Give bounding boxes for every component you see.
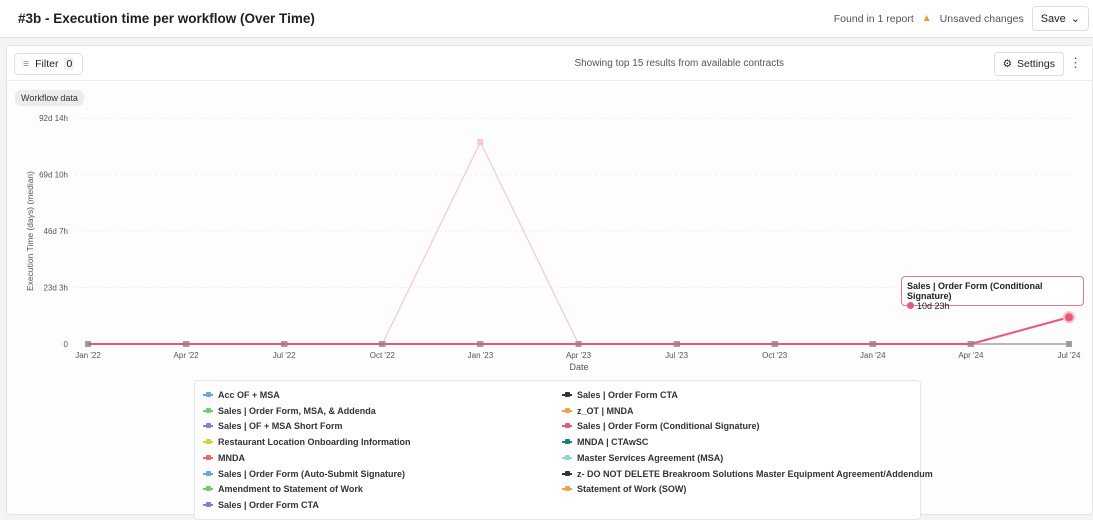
header: #3b - Execution time per workflow (Over … <box>0 0 1093 38</box>
chart-legend: Acc OF + MSA Sales | Order Form, MSA, & A… <box>194 380 933 520</box>
legend-label: Amendment to Statement of Work <box>218 484 363 495</box>
legend-item[interactable]: Amendment to Statement of Work <box>203 484 363 494</box>
data-point <box>1066 341 1072 347</box>
legend-label: MNDA <box>218 452 245 463</box>
legend-label: z_OT | MNDA <box>577 405 634 416</box>
toolbar: ≡ Filter 0 Showing top 15 results from ava… <box>7 46 1092 81</box>
legend-label: Sales | Order Form, MSA, & Addenda <box>218 405 376 416</box>
x-tick-label: Oct '22 <box>370 351 396 360</box>
legend-item[interactable]: Sales | Order Form (Conditional Signatur… <box>562 421 760 431</box>
x-tick-label: Jan '22 <box>75 351 101 360</box>
legend-marker-icon <box>562 439 572 445</box>
legend-item[interactable]: Statement of Work (SOW) <box>562 484 686 494</box>
legend-marker-icon <box>203 470 213 476</box>
legend-marker-icon <box>203 407 213 413</box>
workflow-data-chip[interactable]: Workflow data <box>15 90 84 106</box>
chart-tooltip: Sales | Order Form (Conditional Signatur… <box>901 276 1084 311</box>
filter-count: 0 <box>64 58 75 70</box>
legend-marker-icon <box>562 407 572 413</box>
x-axis-label: Date <box>569 362 588 372</box>
legend-item[interactable]: z- DO NOT DELETE Breakroom Solutions Mas… <box>562 469 933 479</box>
legend-item[interactable]: MNDA <box>203 453 245 463</box>
legend-marker-icon <box>203 439 213 445</box>
legend-label: Acc OF + MSA <box>218 390 280 400</box>
legend-item[interactable]: Restaurant Location Onboarding Informati… <box>203 437 411 447</box>
tooltip-dot-icon <box>907 302 914 309</box>
legend-marker-icon <box>203 486 213 492</box>
x-tick-label: Apr '23 <box>566 351 592 360</box>
unsaved-status: Unsaved changes <box>939 12 1024 25</box>
legend-label: Sales | Order Form CTA <box>218 499 319 510</box>
legend-label: Sales | Order Form CTA <box>577 390 678 400</box>
legend-item[interactable]: MNDA | CTAwSC <box>562 437 648 447</box>
legend-marker-icon <box>562 470 572 476</box>
legend-marker-icon <box>562 423 572 429</box>
save-button[interactable]: Save ⌄ <box>1031 6 1089 31</box>
legend-item[interactable]: Master Services Agreement (MSA) <box>562 453 723 463</box>
legend-label: Restaurant Location Onboarding Informati… <box>218 437 411 448</box>
chevron-down-icon: ⌄ <box>1070 13 1080 25</box>
x-tick-label: Apr '22 <box>174 351 200 360</box>
x-tick-label: Jul '24 <box>1058 351 1081 360</box>
legend-item[interactable]: Sales | Order Form, MSA, & Addenda <box>203 406 376 416</box>
y-tick-label: 92d 14h <box>39 114 68 123</box>
x-tick-label: Jan '23 <box>468 351 494 360</box>
series-line <box>88 140 1069 345</box>
tooltip-series: Sales | Order Form (Conditional Signatur… <box>907 281 1043 301</box>
x-tick-label: Oct '23 <box>762 351 788 360</box>
x-tick-label: Apr '24 <box>958 351 984 360</box>
line-chart: 0 23d 3h 46d 7h 69d 10h 92d 14h Jan '22 Apr '2… <box>25 114 1081 372</box>
y-tick-label: 69d 10h <box>39 171 68 180</box>
y-tick-label: 0 <box>64 340 69 349</box>
save-label: Save <box>1040 12 1066 25</box>
more-options-icon[interactable]: ⋮ <box>1069 55 1082 70</box>
legend-item[interactable]: Acc OF + MSA <box>203 390 280 400</box>
legend-marker-icon <box>562 486 572 492</box>
gear-icon: ⚙ <box>1002 58 1013 70</box>
legend-marker-icon <box>562 392 572 397</box>
settings-button[interactable]: ⚙ Settings <box>993 52 1064 76</box>
results-info: Showing top 15 results from available co… <box>574 58 784 69</box>
filter-label: Filter <box>35 58 59 70</box>
x-tick-label: Jul '23 <box>665 351 688 360</box>
legend-item[interactable]: Sales | Order Form CTA <box>562 390 678 400</box>
filter-button[interactable]: ≡ Filter 0 <box>14 53 84 75</box>
page-title: #3b - Execution time per workflow (Over … <box>18 11 315 26</box>
legend-label: MNDA | CTAwSC <box>577 437 649 448</box>
tooltip-value: 10d 23h <box>917 301 950 311</box>
legend-label: Sales | Order Form (Auto-Submit Signatur… <box>218 468 406 479</box>
found-in-report-link[interactable]: Found in 1 report <box>833 12 914 25</box>
legend-item[interactable]: z_OT | MNDA <box>562 406 634 416</box>
legend-label: z- DO NOT DELETE Breakroom Solutions Mas… <box>577 468 933 479</box>
series-line <box>88 316 1070 345</box>
legend-item[interactable]: Sales | Order Form (Auto-Submit Signatur… <box>203 469 405 479</box>
legend-label: Statement of Work (SOW) <box>577 484 687 495</box>
legend-marker-icon <box>203 392 213 397</box>
y-axis-label: Execution Time (days) (median) <box>25 171 35 291</box>
filter-icon: ≡ <box>23 58 30 70</box>
legend-item[interactable]: Sales | OF + MSA Short Form <box>203 421 342 431</box>
legend-marker-icon <box>562 454 572 460</box>
y-tick-label: 23d 3h <box>44 284 68 293</box>
legend-item[interactable]: Sales | Order Form CTA <box>203 500 319 510</box>
legend-label: Master Services Agreement (MSA) <box>577 452 724 463</box>
legend-marker-icon <box>203 423 213 429</box>
x-tick-label: Jul '22 <box>273 351 296 360</box>
data-point <box>477 139 484 146</box>
legend-marker-icon <box>203 501 213 507</box>
x-tick-label: Jan '24 <box>860 351 886 360</box>
settings-label: Settings <box>1017 58 1055 70</box>
legend-marker-icon <box>203 454 213 460</box>
legend-label: Sales | OF + MSA Short Form <box>218 421 343 432</box>
warning-icon: ▲ <box>921 13 932 24</box>
y-tick-label: 46d 7h <box>44 227 68 236</box>
data-point <box>1063 311 1075 324</box>
legend-label: Sales | Order Form (Conditional Signatur… <box>577 421 760 432</box>
